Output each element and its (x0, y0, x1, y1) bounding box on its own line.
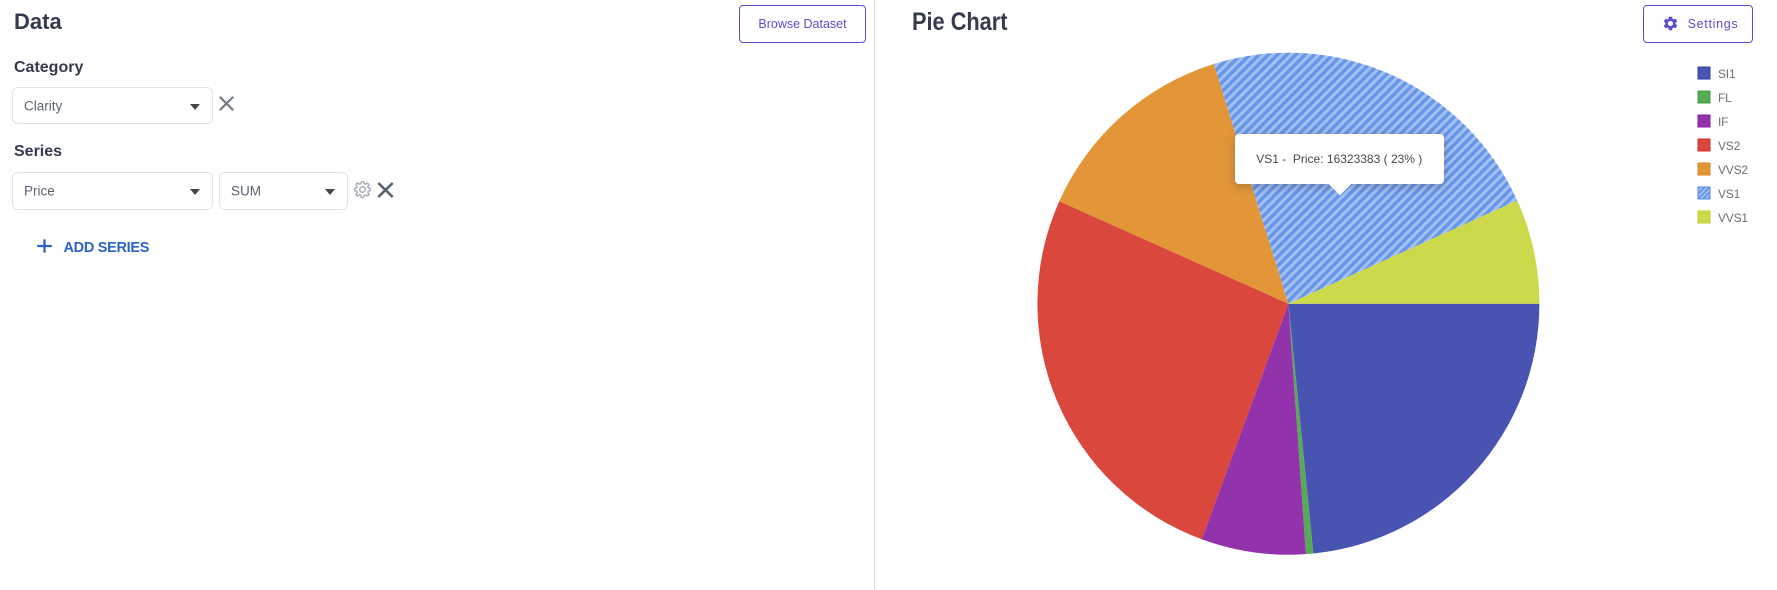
svg-text:SI1: SI1 (1718, 67, 1736, 81)
svg-text:VS1: VS1 (1718, 187, 1741, 201)
svg-text:VVS1: VVS1 (1718, 211, 1748, 225)
svg-text:VVS2: VVS2 (1718, 163, 1748, 177)
svg-text:FL: FL (1718, 91, 1732, 105)
svg-text:VS2: VS2 (1718, 139, 1741, 153)
svg-text:IF: IF (1718, 115, 1728, 129)
